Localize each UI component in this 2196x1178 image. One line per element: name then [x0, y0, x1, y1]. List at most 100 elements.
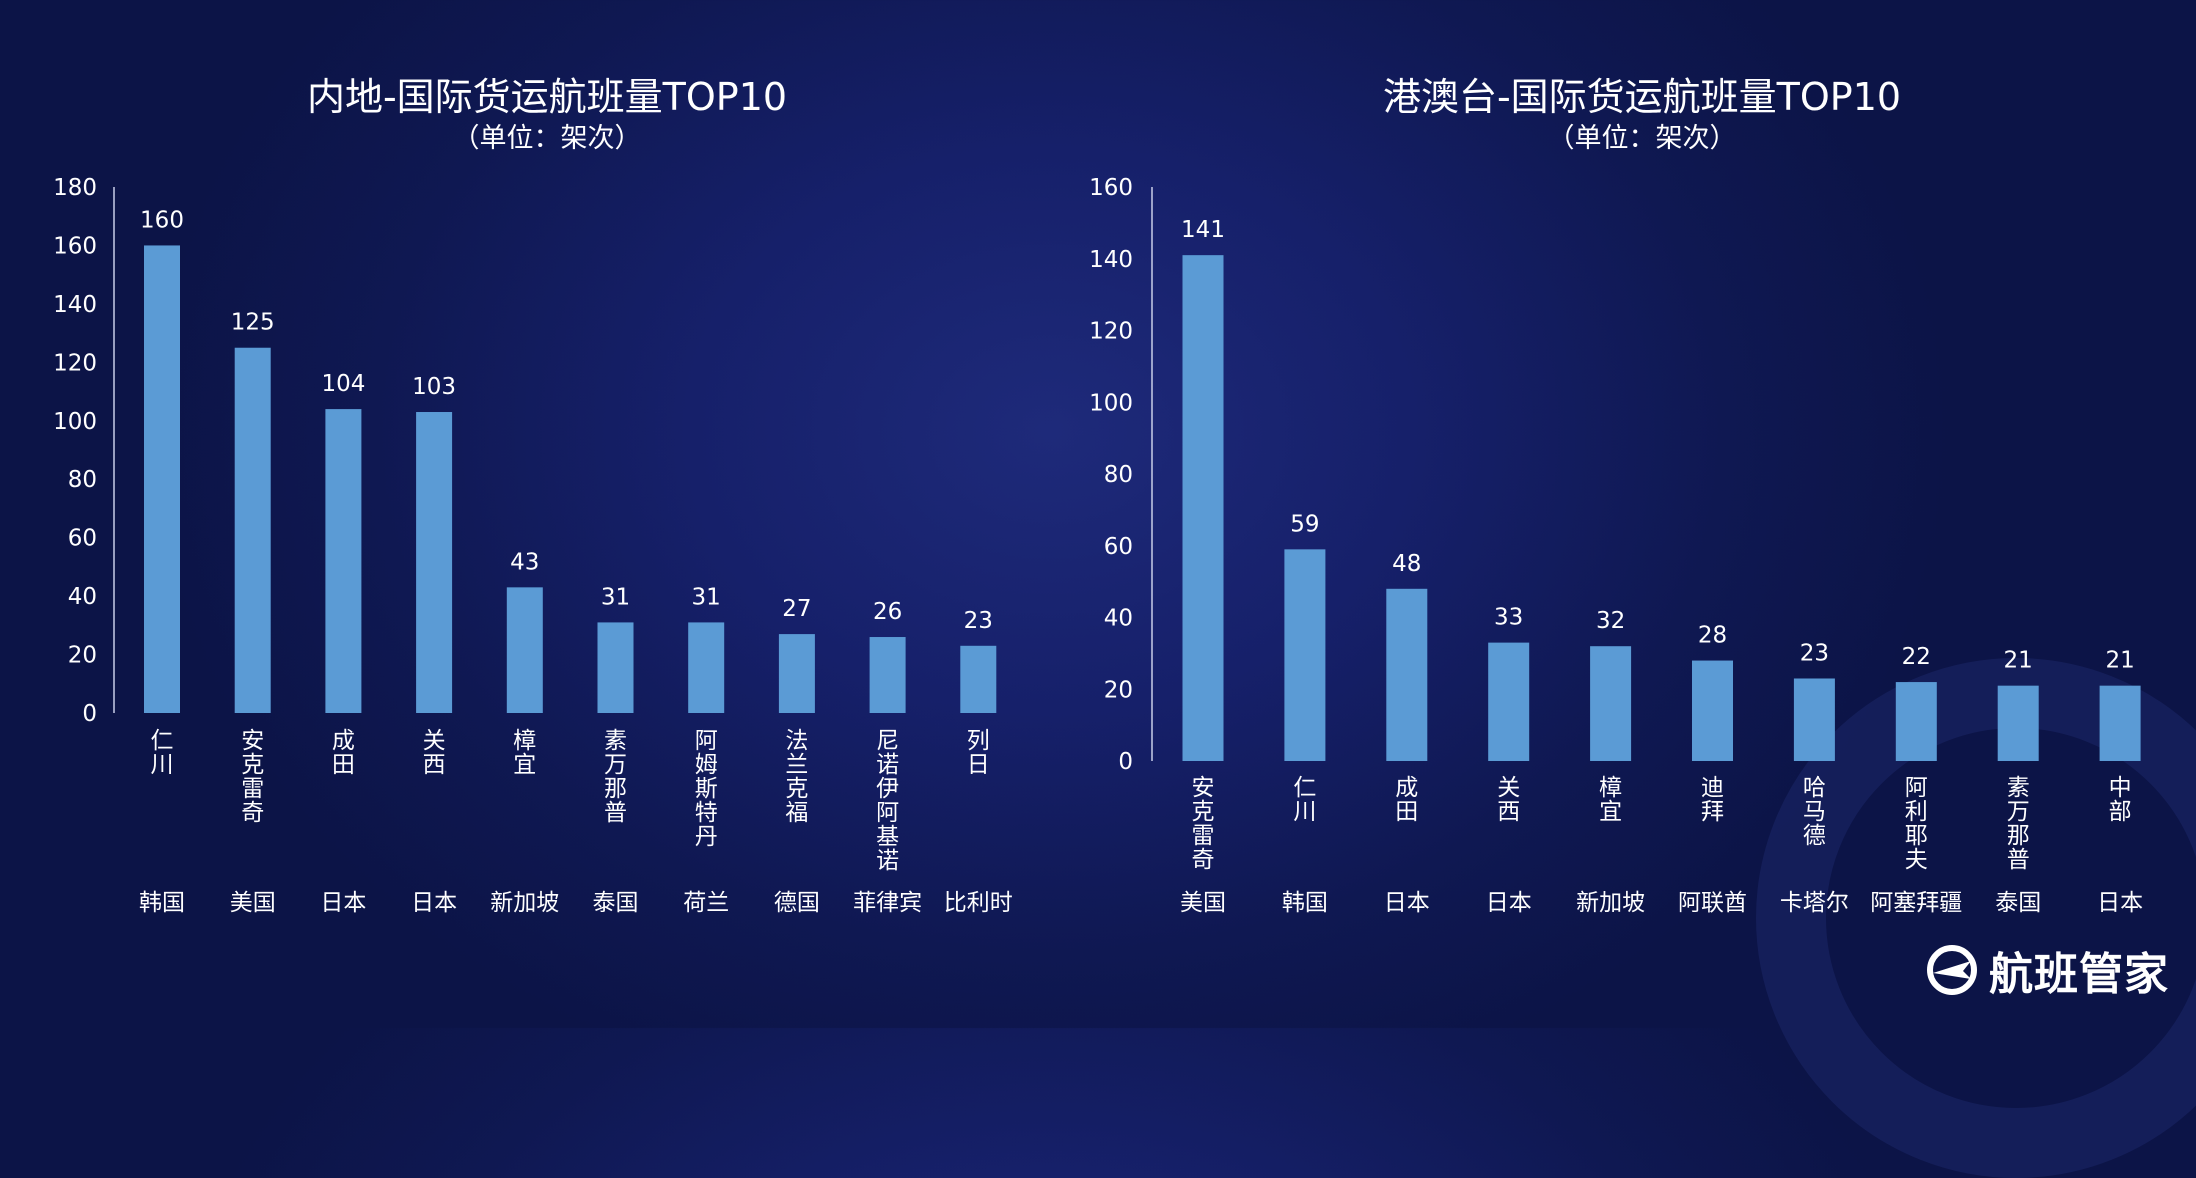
chart1-bar: [416, 412, 453, 713]
chart2-category-label-char: 川: [1293, 799, 1316, 825]
chart1-bar: [688, 622, 725, 713]
chart2-category-label-char: 那: [2007, 823, 2030, 849]
chart1-bar: [234, 347, 271, 713]
chart2-country-label: 阿联酋: [1678, 890, 1747, 916]
chart2-country-label: 韩国: [1282, 890, 1328, 916]
chart2-country-label: 阿塞拜疆: [1870, 890, 1962, 916]
chart2-category-label-char: 仁: [1293, 775, 1316, 801]
chart1-category-label-char: 斯: [695, 776, 718, 802]
chart1-bar: [869, 637, 906, 713]
chart1-data-label: 103: [412, 374, 456, 400]
chart2-y-tick-label: 0: [1118, 749, 1133, 775]
chart2-bar: [1284, 549, 1326, 761]
chart1-y-tick-label: 100: [53, 409, 97, 435]
chart2-y-tick-label: 140: [1089, 247, 1133, 273]
chart2-y-tick-label: 80: [1104, 462, 1133, 488]
chart2-bar: [1488, 642, 1530, 761]
chart1-category-label-char: 克: [241, 752, 264, 778]
chart1-category-label-char: 克: [785, 776, 808, 802]
chart2-data-label: 59: [1290, 511, 1319, 537]
chart1-y-tick-label: 140: [53, 292, 97, 318]
chart2-category-label-char: 马: [1803, 799, 1826, 825]
chart2-y-tick-label: 160: [1089, 175, 1133, 201]
chart1-category-label-char: 阿: [695, 728, 718, 754]
chart2-subtitle: （单位：架次）: [1547, 123, 1737, 154]
chart1-country-label: 日本: [320, 890, 366, 916]
chart2-bar: [1895, 682, 1937, 761]
chart1-category-label-char: 伊: [876, 776, 899, 802]
chart1-category-label-char: 那: [604, 776, 627, 802]
flight-manager-logo-icon: [1927, 945, 1977, 995]
chart2-bar: [1386, 588, 1428, 761]
chart1-category-label-char: 日: [967, 752, 990, 778]
chart2-category-label-char: 田: [1395, 799, 1418, 825]
chart1-y-tick-label: 40: [68, 584, 97, 610]
chart2-country-label: 新加坡: [1576, 890, 1645, 916]
chart1-bar: [325, 409, 362, 713]
chart1-category-label-char: 诺: [876, 848, 899, 874]
chart1-bar: [778, 634, 815, 713]
chart2-title: 港澳台-国际货运航班量TOP10: [1382, 75, 1902, 119]
chart2-data-label: 141: [1181, 217, 1225, 243]
chart1-data-label: 31: [601, 584, 630, 610]
chart2-country-label: 日本: [1486, 890, 1532, 916]
chart2-category-label-char: 部: [2109, 799, 2132, 825]
chart1-data-label: 31: [692, 584, 721, 610]
chart2-y-tick-label: 20: [1104, 677, 1133, 703]
chart1-category-label-char: 阿: [876, 800, 899, 826]
chart1-subtitle: （单位：架次）: [452, 123, 642, 154]
chart1-category-label-char: 雷: [241, 776, 264, 802]
chart1-y-tick-label: 20: [68, 643, 97, 669]
chart2-category-label-char: 安: [1192, 775, 1215, 801]
chart1-data-label: 160: [140, 207, 184, 233]
chart1-category-label-char: 关: [423, 728, 446, 754]
brand-name: 航班管家: [1989, 949, 2169, 1000]
chart1-y-tick-label: 80: [68, 467, 97, 493]
chart1-category-label-char: 姆: [695, 752, 718, 778]
chart1-data-label: 104: [321, 371, 365, 397]
chart1-data-label: 23: [964, 608, 993, 634]
chart1-category-label-char: 安: [241, 728, 264, 754]
chart2-category-label-char: 奇: [1192, 847, 1215, 873]
chart1-category-label-char: 列: [967, 728, 990, 754]
chart1-category-label-char: 福: [785, 800, 808, 826]
chart1-data-label: 43: [510, 549, 539, 575]
chart1-bar: [597, 622, 634, 713]
chart2-y-tick-label: 60: [1104, 534, 1133, 560]
chart1-category-label-char: 西: [423, 752, 446, 778]
chart1-country-label: 日本: [411, 890, 457, 916]
chart2-category-label-char: 哈: [1803, 775, 1826, 801]
chart1-y-tick-label: 0: [82, 701, 97, 727]
chart2-category-label-char: 雷: [1192, 823, 1215, 849]
chart2-category-label-char: 宜: [1599, 799, 1622, 825]
chart1-category-label-char: 基: [876, 824, 899, 850]
chart2-category-label-char: 中: [2109, 775, 2132, 801]
chart1-title: 内地-国际货运航班量TOP10: [306, 75, 788, 119]
chart1-category-label-char: 兰: [785, 752, 808, 778]
chart1-category-label-char: 田: [332, 752, 355, 778]
chart1-bar: [960, 645, 997, 713]
chart1-country-label: 菲律宾: [853, 890, 922, 916]
chart2-data-label: 21: [2105, 648, 2134, 674]
chart1-country-label: 比利时: [944, 890, 1013, 916]
chart2-data-label: 23: [1800, 640, 1829, 666]
chart2-category-label-char: 西: [1497, 799, 1520, 825]
chart2-country-label: 日本: [2097, 890, 2143, 916]
chart2-category-label-char: 樟: [1599, 775, 1622, 801]
chart2-bar: [1692, 660, 1733, 761]
chart1-country-label: 美国: [230, 890, 276, 916]
chart1-category-label-char: 素: [604, 728, 627, 754]
chart1-y-tick-label: 60: [68, 526, 97, 552]
chart1-bar: [506, 587, 543, 713]
chart2-y-tick-label: 40: [1104, 606, 1133, 632]
chart1-category-label-char: 丹: [695, 824, 718, 850]
chart2-category-label-char: 迪: [1701, 775, 1724, 801]
chart2-category-label-char: 拜: [1701, 799, 1724, 825]
chart2-data-label: 33: [1494, 605, 1523, 631]
chart1-category-label-char: 仁: [151, 728, 174, 754]
chart2-data-label: 28: [1698, 623, 1727, 649]
chart1-country-label: 德国: [774, 890, 820, 916]
chart2-category-label-char: 普: [2007, 847, 2030, 873]
chart2-category-label-char: 素: [2007, 775, 2030, 801]
